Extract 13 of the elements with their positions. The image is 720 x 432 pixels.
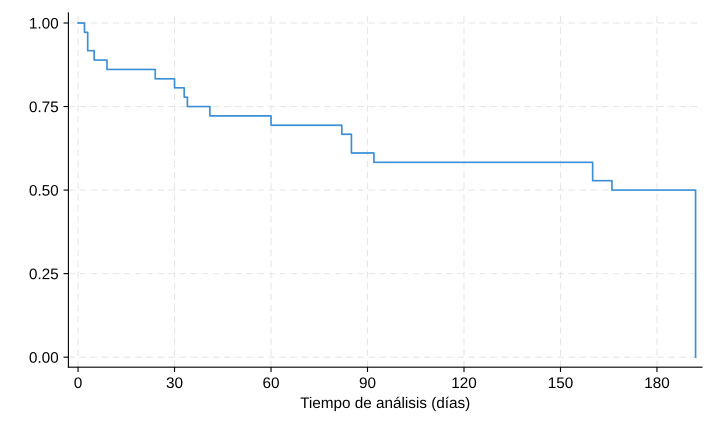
x-axis-title: Tiempo de análisis (días) — [300, 396, 470, 412]
x-tick-label: 60 — [263, 377, 279, 388]
y-tick-label: 0.75 — [30, 101, 58, 112]
x-tick-label: 150 — [548, 377, 573, 388]
y-tick-label: 0.25 — [30, 268, 58, 280]
x-tick-label: 180 — [645, 377, 670, 388]
x-tick-label: 90 — [360, 377, 376, 388]
y-tick-label: 0.50 — [30, 184, 58, 196]
x-tick-label: 0 — [74, 377, 82, 388]
y-tick-label: 1.00 — [30, 18, 58, 29]
x-tick-label: 120 — [452, 377, 476, 388]
y-tick-label: 0.00 — [30, 352, 58, 363]
x-tick-label: 30 — [166, 377, 182, 388]
